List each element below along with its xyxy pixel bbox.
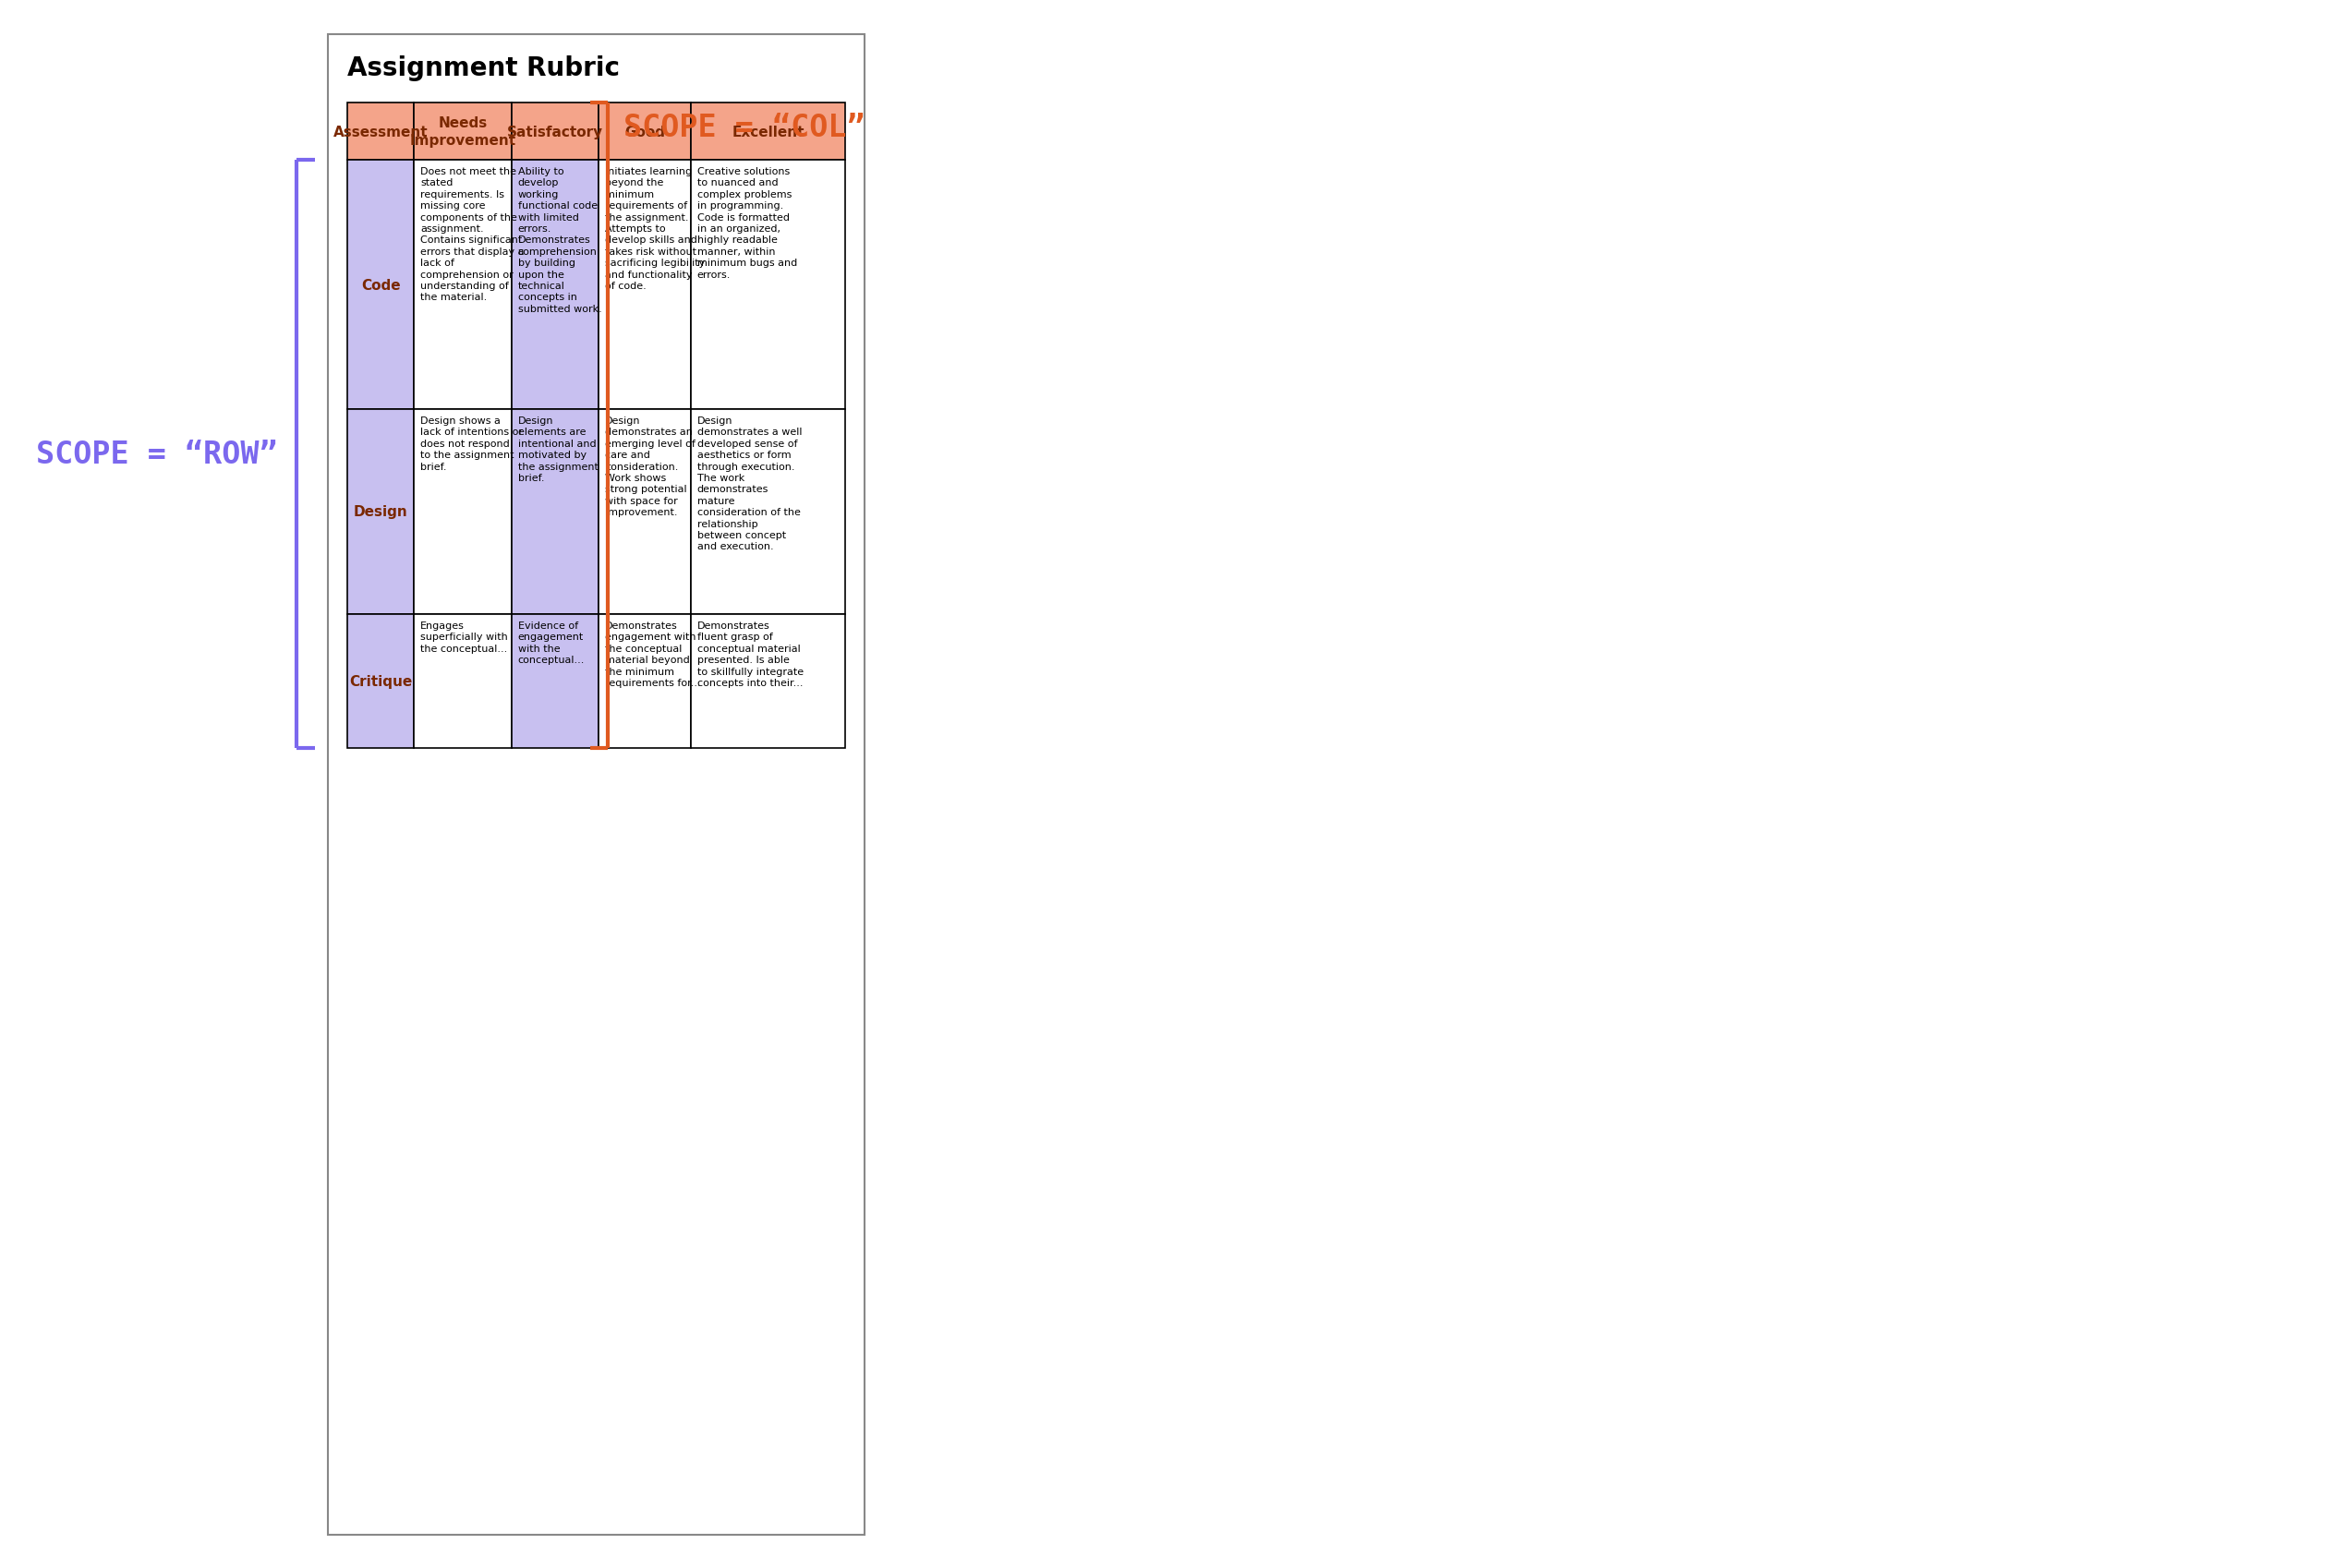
Bar [512, 103, 598, 160]
Text: SCOPE = “COL”: SCOPE = “COL” [624, 113, 866, 143]
Bar [347, 160, 413, 409]
Bar [347, 103, 413, 160]
Text: Design
demonstrates a well
developed sense of
aesthetics or form
through executi: Design demonstrates a well developed sen… [697, 416, 803, 552]
Bar [598, 103, 690, 160]
Text: Demonstrates
engagement with
the conceptual
material beyond
the minimum
requirem: Demonstrates engagement with the concept… [606, 621, 702, 687]
Text: Demonstrates
fluent grasp of
conceptual material
presented. Is able
to skillfull: Demonstrates fluent grasp of conceptual … [697, 621, 803, 687]
Bar [512, 409, 598, 615]
Text: Assessment: Assessment [333, 125, 427, 140]
Text: Does not meet the
stated
requirements. Is
missing core
components of the
assignm: Does not meet the stated requirements. I… [420, 168, 523, 303]
Bar [690, 160, 845, 409]
Text: Ability to
develop
working
functional code
with limited
errors.
Demonstrates
com: Ability to develop working functional co… [519, 168, 601, 314]
FancyBboxPatch shape [329, 34, 864, 1535]
Text: Evidence of
engagement
with the
conceptual...: Evidence of engagement with the conceptu… [519, 621, 584, 665]
Bar [413, 160, 512, 409]
Text: Critique: Critique [350, 674, 413, 688]
Bar [413, 103, 512, 160]
Text: Design
demonstrates an
emerging level of
care and
consideration.
Work shows
stro: Design demonstrates an emerging level of… [606, 416, 695, 517]
Text: Needs
Improvement: Needs Improvement [411, 116, 516, 147]
Text: Design
elements are
intentional and
motivated by
the assignment
brief.: Design elements are intentional and moti… [519, 416, 598, 483]
Bar [598, 615, 690, 748]
Text: SCOPE = “ROW”: SCOPE = “ROW” [35, 439, 277, 470]
Bar [690, 615, 845, 748]
Text: Creative solutions
to nuanced and
complex problems
in programming.
Code is forma: Creative solutions to nuanced and comple… [697, 168, 798, 279]
Text: Satisfactory: Satisfactory [507, 125, 603, 140]
Bar [413, 615, 512, 748]
Bar [598, 160, 690, 409]
Text: Engages
superficially with
the conceptual...: Engages superficially with the conceptua… [420, 621, 507, 654]
Bar [690, 103, 845, 160]
Bar [413, 409, 512, 615]
Text: Design shows a
lack of intentions or
does not respond
to the assignment
brief.: Design shows a lack of intentions or doe… [420, 416, 523, 472]
Bar [347, 409, 413, 615]
Bar [512, 615, 598, 748]
Text: Excellent: Excellent [732, 125, 805, 140]
Text: Assignment Rubric: Assignment Rubric [347, 55, 620, 82]
Text: Good: Good [624, 125, 664, 140]
Bar [598, 409, 690, 615]
Bar [690, 409, 845, 615]
Text: Design: Design [354, 505, 408, 519]
Text: Initiates learning
beyond the
minimum
requirements of
the assignment.
Attempts t: Initiates learning beyond the minimum re… [606, 168, 704, 290]
Bar [512, 160, 598, 409]
Bar [347, 615, 413, 748]
Text: Code: Code [361, 278, 401, 292]
